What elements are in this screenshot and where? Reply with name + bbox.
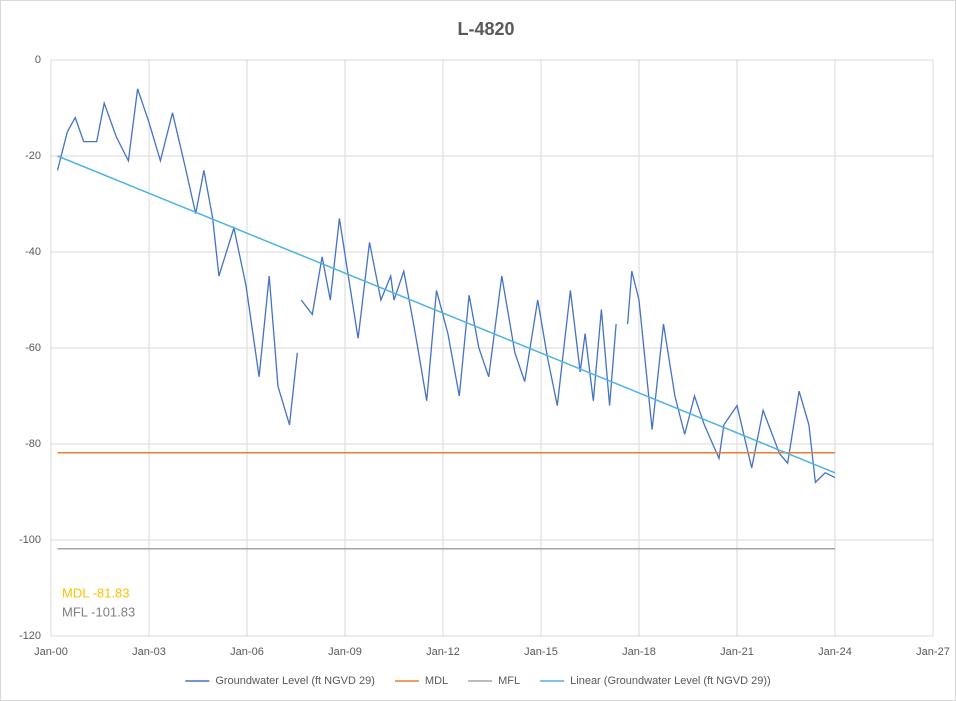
- y-tick-label: -40: [25, 246, 41, 258]
- x-tick-label: Jan-21: [720, 646, 754, 658]
- legend-label: Groundwater Level (ft NGVD 29): [215, 675, 375, 687]
- series-line: [56, 88, 836, 484]
- y-tick-label: -100: [19, 534, 41, 546]
- annotation: MDL -81.83: [62, 585, 129, 600]
- chart-title: L-4820: [457, 19, 514, 39]
- legend-label: Linear (Groundwater Level (ft NGVD 29)): [570, 675, 771, 687]
- x-tick-label: Jan-06: [230, 646, 264, 658]
- y-tick-label: -120: [19, 630, 41, 642]
- legend-label: MDL: [425, 675, 448, 687]
- x-tick-label: Jan-03: [132, 646, 166, 658]
- x-tick-label: Jan-27: [916, 646, 950, 658]
- x-tick-label: Jan-12: [426, 646, 460, 658]
- annotation: MFL -101.83: [62, 604, 135, 619]
- x-tick-label: Jan-15: [524, 646, 558, 658]
- y-tick-label: -80: [25, 438, 41, 450]
- x-tick-label: Jan-18: [622, 646, 656, 658]
- y-tick-label: -20: [25, 150, 41, 162]
- y-tick-label: -60: [25, 342, 41, 354]
- x-tick-label: Jan-24: [818, 646, 852, 658]
- x-tick-label: Jan-00: [34, 646, 68, 658]
- legend-label: MFL: [498, 675, 520, 687]
- x-tick-label: Jan-09: [328, 646, 362, 658]
- y-tick-label: 0: [35, 54, 41, 66]
- series-line: [57, 155, 836, 474]
